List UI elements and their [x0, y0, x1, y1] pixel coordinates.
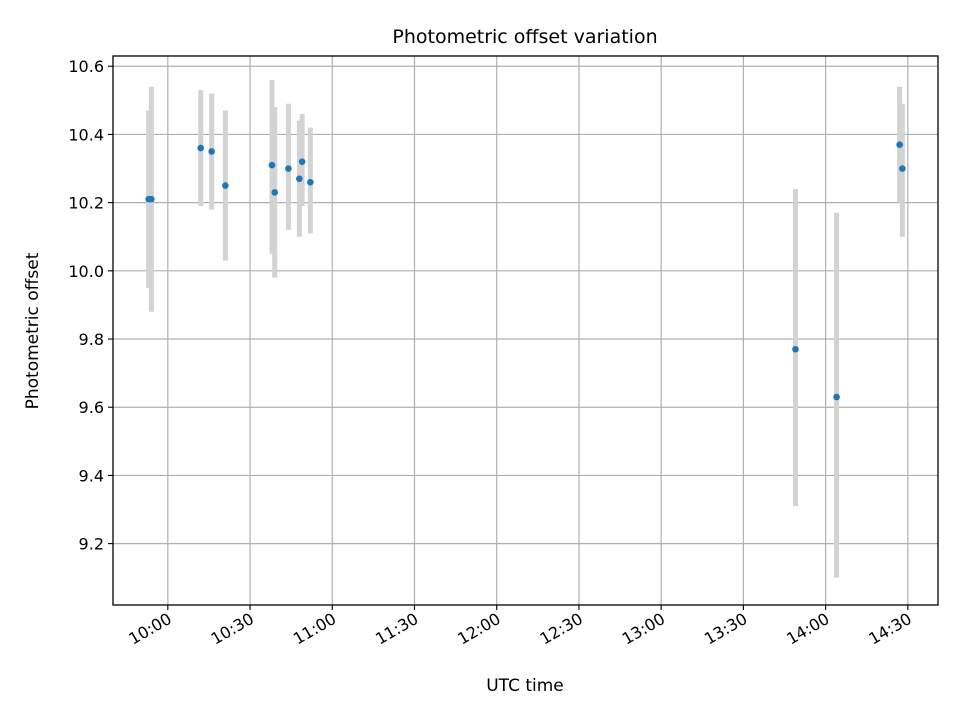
data-point — [307, 178, 314, 186]
y-tick-label: 9.6 — [79, 398, 104, 417]
data-point — [833, 393, 840, 401]
x-axis-label: UTC time — [486, 676, 564, 696]
data-point — [197, 144, 205, 152]
y-axis-label: Photometric offset — [23, 252, 43, 409]
data-point — [271, 189, 279, 196]
data-point — [896, 141, 903, 148]
y-tick-label: 9.4 — [79, 466, 104, 485]
data-point — [792, 345, 799, 353]
plot-area-frame — [112, 55, 939, 606]
y-tick-label: 10.0 — [68, 262, 104, 281]
y-tick-label: 9.2 — [79, 535, 104, 554]
data-point — [298, 158, 306, 166]
y-tick-label: 10.6 — [68, 57, 104, 76]
data-point — [285, 165, 292, 172]
data-point — [148, 195, 155, 203]
grid-lines — [113, 56, 938, 605]
data-points — [145, 141, 906, 401]
y-tick-label: 10.4 — [68, 125, 104, 144]
data-point — [296, 175, 303, 183]
data-point — [268, 161, 276, 169]
chart-title: Photometric offset variation — [392, 26, 657, 48]
data-point — [899, 165, 906, 172]
data-point — [222, 182, 229, 189]
y-tick-label: 10.2 — [68, 194, 104, 213]
y-tick-label: 9.8 — [79, 330, 104, 349]
data-point — [208, 148, 215, 155]
